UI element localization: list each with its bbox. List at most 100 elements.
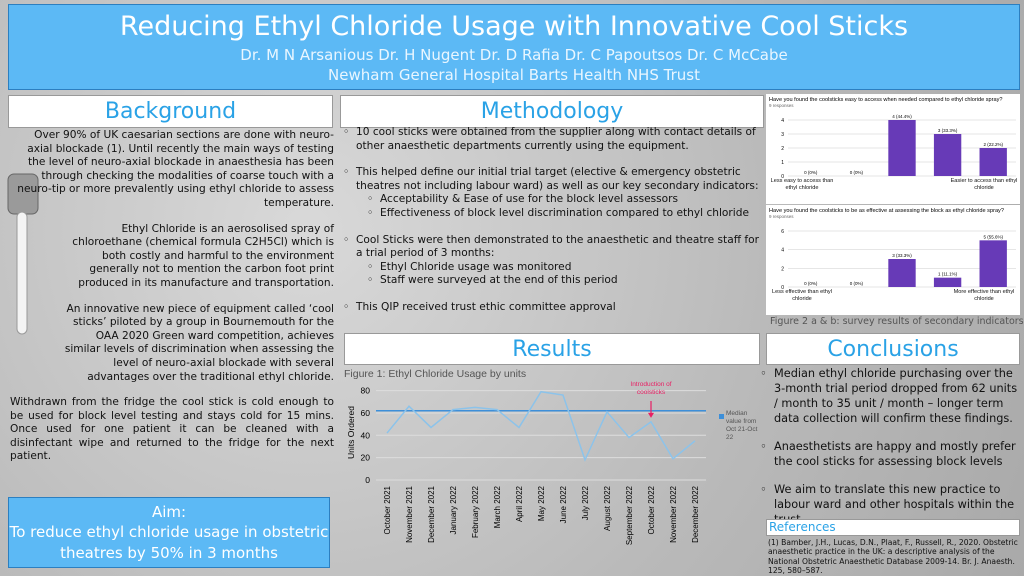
bar bbox=[933, 134, 962, 176]
value-label: 0 (0%) bbox=[850, 281, 864, 286]
background-heading: Background bbox=[8, 95, 333, 128]
chart-title: Have you found the coolsticks easy to ac… bbox=[769, 97, 1003, 103]
bar bbox=[979, 240, 1007, 287]
list: 10 cool sticks were obtained from the su… bbox=[340, 126, 766, 315]
value-label: 2 (22.2%) bbox=[983, 142, 1003, 147]
annotation: Introduction of coolsticks bbox=[630, 381, 672, 396]
y-tick-label: 0 bbox=[781, 285, 784, 291]
usage-line bbox=[386, 390, 696, 462]
value-label: 3 (33.3%) bbox=[938, 128, 958, 133]
item-text: 10 cool sticks were obtained from the su… bbox=[356, 126, 756, 152]
y-tick-label: 6 bbox=[781, 229, 784, 235]
legend-swatch bbox=[719, 414, 724, 419]
sub-item: Acceptability & Ease of use for the bloc… bbox=[380, 193, 766, 207]
y-axis-label: Units Ordered bbox=[346, 406, 356, 459]
survey-chart: Have you found the coolsticks to be as e… bbox=[766, 205, 1020, 315]
aim-text: To reduce ethyl chloride usage in obstet… bbox=[9, 523, 329, 562]
x-tick-label: January 2022 bbox=[449, 485, 458, 534]
stick-body bbox=[16, 211, 28, 335]
x-tick-label: October 2022 bbox=[647, 485, 656, 534]
axis-end-label: Less effective than ethyl chloride bbox=[772, 289, 832, 302]
list-item: This helped define our initial trial tar… bbox=[356, 166, 766, 220]
reference: (1) Bamber, J.H., Lucas, D.N., Plaat, F.… bbox=[768, 538, 1018, 575]
y-tick-label: 80 bbox=[361, 386, 371, 396]
chart-title: Have you found the coolsticks to be as e… bbox=[769, 208, 1004, 214]
annotation-box: Introduction of coolsticks bbox=[630, 381, 672, 396]
figure-caption: Figure 1: Ethyl Chloride Usage by units bbox=[344, 368, 526, 380]
list-item: This QIP received trust ethic committee … bbox=[356, 301, 766, 315]
y-tick-label: 4 bbox=[781, 248, 784, 254]
paragraph: An innovative new piece of equipment cal… bbox=[64, 302, 334, 383]
bar bbox=[933, 277, 962, 287]
sub-item: Ethyl Chloride usage was monitored bbox=[380, 261, 766, 275]
paragraph: Ethyl Chloride is an aerosolised spray o… bbox=[72, 222, 334, 289]
y-tick-label: 1 bbox=[781, 160, 784, 166]
cool-stick-image bbox=[7, 173, 39, 335]
title: Reducing Ethyl Chloride Usage with Innov… bbox=[119, 11, 909, 42]
x-tick-label: November 2021 bbox=[405, 485, 414, 542]
value-label: 0 (0%) bbox=[804, 281, 818, 286]
y-tick-label: 60 bbox=[361, 408, 371, 418]
value-label: 0 (0%) bbox=[804, 170, 818, 175]
aim-heading: Aim: bbox=[151, 503, 187, 521]
axis-end-label: Easier to access than ethyl chloride bbox=[950, 178, 1018, 191]
x-tick-label: December 2021 bbox=[427, 485, 436, 542]
sub-item: Staff were surveyed at the end of this p… bbox=[380, 274, 766, 288]
x-tick-label: April 2022 bbox=[515, 485, 524, 522]
paragraph: Withdrawn from the fridge the cool stick… bbox=[10, 396, 334, 463]
list-item: Median ethyl chloride purchasing over th… bbox=[774, 366, 1024, 426]
header: Reducing Ethyl Chloride Usage with Innov… bbox=[8, 4, 1020, 90]
item-text: This QIP received trust ethic committee … bbox=[356, 300, 616, 313]
methodology-heading: Methodology bbox=[340, 95, 764, 128]
list-item: Cool Sticks were then demonstrated to th… bbox=[356, 234, 766, 288]
chart-subtitle: 9 responses bbox=[769, 103, 794, 108]
x-tick-label: May 2022 bbox=[537, 485, 546, 521]
bar bbox=[979, 148, 1007, 176]
x-tick-label: November 2022 bbox=[669, 485, 678, 542]
authors: Dr. M N Arsanious Dr. H Nugent Dr. D Raf… bbox=[240, 46, 788, 64]
legend-box: Median value from Oct 21-Oct 22 bbox=[726, 410, 758, 441]
x-tick-label: October 2021 bbox=[383, 485, 392, 534]
axis-end-box: Easier to access than ethyl chloride bbox=[950, 178, 1018, 191]
axis-end-box: Less effective than ethyl chloride bbox=[772, 289, 832, 302]
list-item: 10 cool sticks were obtained from the su… bbox=[356, 126, 766, 153]
axis-end-box: Less easy to access than ethyl chloride bbox=[770, 178, 834, 191]
x-tick-label: July 2022 bbox=[581, 485, 590, 520]
sub-list: Ethyl Chloride usage was monitoredStaff … bbox=[356, 261, 766, 288]
annotation-arrowhead bbox=[648, 412, 654, 418]
conclusions-heading: Conclusions bbox=[766, 333, 1020, 365]
background-text: Over 90% of UK caesarian sections are do… bbox=[10, 129, 334, 464]
results-heading: Results bbox=[344, 333, 760, 365]
sub-item: Effectiveness of block level discriminat… bbox=[380, 207, 766, 221]
value-label: 5 (55.6%) bbox=[983, 234, 1003, 239]
y-tick-label: 0 bbox=[365, 475, 370, 485]
list-item: We aim to translate this new practice to… bbox=[774, 482, 1024, 527]
bar bbox=[888, 120, 916, 176]
figure-caption: Figure 2 a & b: survey results of second… bbox=[770, 316, 1024, 327]
y-tick-label: 4 bbox=[781, 118, 784, 124]
sub-list: Acceptability & Ease of use for the bloc… bbox=[356, 193, 766, 220]
axis-end-label: Less easy to access than ethyl chloride bbox=[770, 178, 834, 191]
methodology-list: 10 cool sticks were obtained from the su… bbox=[340, 126, 766, 328]
y-tick-label: 40 bbox=[361, 430, 371, 440]
y-tick-label: 3 bbox=[781, 132, 784, 138]
item-text: This helped define our initial trial tar… bbox=[356, 166, 759, 192]
y-tick-label: 0 bbox=[781, 174, 784, 180]
aim-box: Aim: To reduce ethyl chloride usage in o… bbox=[8, 497, 330, 568]
axis-end-label: More effective than ethyl chloride bbox=[953, 289, 1015, 302]
x-tick-label: February 2022 bbox=[471, 485, 480, 538]
line-chart: Figure 1: Ethyl Chloride Usage by units 0… bbox=[344, 368, 758, 545]
x-tick-label: September 2022 bbox=[625, 485, 634, 545]
y-tick-label: 2 bbox=[781, 146, 784, 152]
x-tick-label: March 2022 bbox=[493, 485, 502, 528]
x-tick-label: August 2022 bbox=[603, 485, 612, 530]
axis-end-box: More effective than ethyl chloride bbox=[953, 289, 1015, 302]
list-item: Anaesthetists are happy and mostly prefe… bbox=[774, 439, 1024, 469]
y-tick-label: 2 bbox=[781, 266, 784, 272]
x-tick-label: December 2022 bbox=[691, 485, 700, 542]
conclusions-list: Median ethyl chloride purchasing over th… bbox=[758, 366, 1024, 540]
value-label: 0 (0%) bbox=[850, 170, 864, 175]
paragraph: Over 90% of UK caesarian sections are do… bbox=[17, 129, 334, 209]
legend-label: Median value from Oct 21-Oct 22 bbox=[726, 410, 758, 441]
